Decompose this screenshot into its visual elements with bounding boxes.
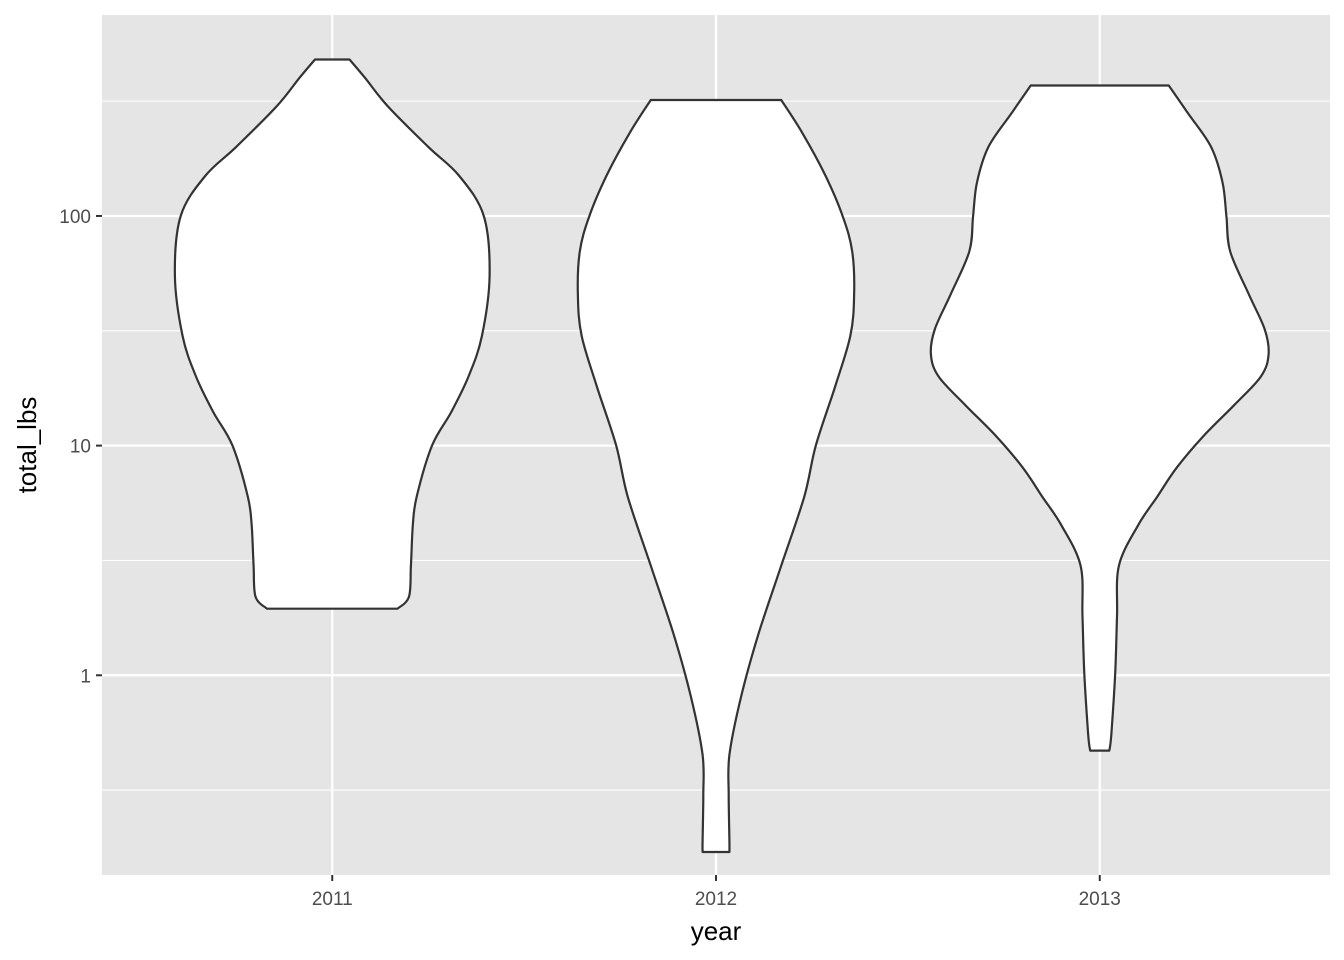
x-axis-title: year (691, 916, 742, 946)
x-tick-label: 2013 (1079, 889, 1121, 910)
violin-2013 (929, 84, 1270, 752)
x-axis-ticks: 2011 2012 2013 (312, 875, 1121, 910)
y-tick-label: 1 (80, 666, 91, 687)
x-tick-label: 2011 (312, 889, 353, 910)
y-axis-title: total_lbs (12, 397, 42, 494)
x-tick-label: 2012 (695, 889, 737, 910)
violin-2011 (173, 58, 491, 610)
y-axis-ticks: 1 10 100 (59, 207, 102, 687)
y-tick-label: 10 (70, 437, 91, 458)
violin-2012 (576, 98, 856, 854)
violins (173, 58, 1270, 854)
y-tick-label: 100 (59, 207, 91, 228)
